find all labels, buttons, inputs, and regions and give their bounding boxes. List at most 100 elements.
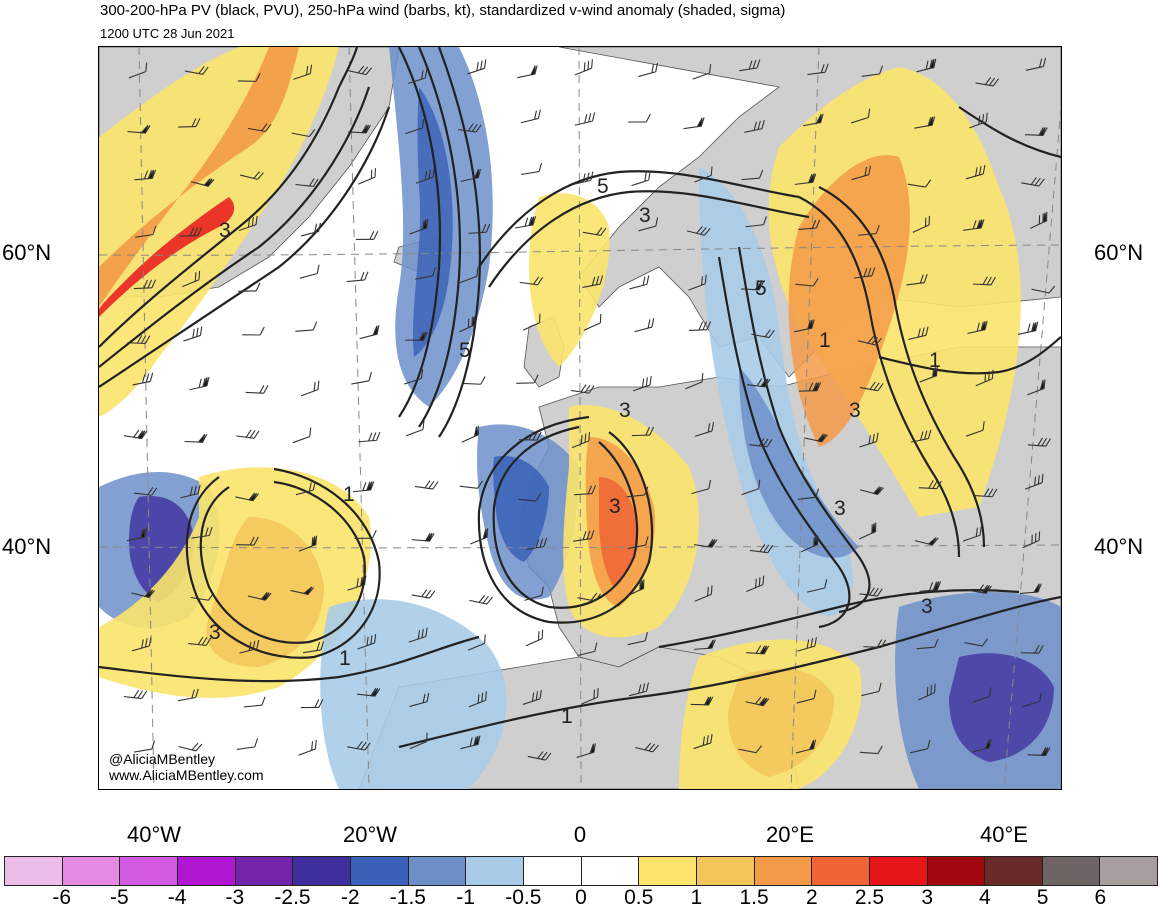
- wind-barb: [739, 59, 761, 72]
- wind-barb: [411, 532, 435, 542]
- wind-barb: [635, 742, 659, 753]
- wind-barb: [798, 219, 821, 230]
- pv-label: 3: [834, 497, 846, 520]
- positive-anomaly-greenland-core: [99, 47, 299, 307]
- wind-barb: [359, 325, 380, 340]
- wind-barb: [355, 230, 379, 241]
- wind-barb: [134, 740, 156, 753]
- wind-barb: [963, 219, 985, 231]
- wind-barb: [235, 492, 259, 502]
- wind-barb: [859, 745, 883, 755]
- wind-barb: [300, 699, 324, 709]
- pv-contour: [477, 415, 654, 624]
- wind-barb: [741, 169, 764, 181]
- colorbar-label: -2.5: [274, 886, 311, 909]
- wind-barb: [243, 696, 266, 708]
- wind-barb: [971, 738, 992, 753]
- wind-barb: [351, 372, 372, 385]
- wind-barb: [247, 123, 272, 133]
- pv-contour: [737, 246, 871, 614]
- wind-barb: [626, 486, 649, 498]
- wind-barb: [357, 687, 381, 697]
- wind-barb: [135, 225, 157, 238]
- pv-contour: [958, 106, 1061, 159]
- wind-barb: [969, 112, 988, 129]
- wind-barb: [191, 526, 213, 539]
- wind-barb: [975, 77, 1000, 87]
- pv-label: 3: [849, 399, 861, 422]
- lat-label-60n-left: 60°N: [2, 240, 52, 265]
- colorbar-label: -6: [52, 886, 72, 909]
- wind-barb: [861, 682, 882, 697]
- pv-contour: [488, 190, 810, 288]
- wind-barb: [236, 536, 259, 546]
- colorbar-swatch: [695, 856, 754, 886]
- colorbar-label: -1.5: [389, 886, 426, 909]
- wind-barb: [749, 438, 773, 448]
- wind-barb: [858, 225, 880, 236]
- wind-barb: [627, 536, 649, 550]
- wind-barb: [914, 537, 939, 546]
- colorbar-label: 1: [690, 886, 703, 909]
- wind-barb: [744, 119, 765, 133]
- wind-barb: [631, 171, 651, 187]
- positive-anomaly-azores-core: [206, 517, 324, 667]
- wind-barb: [183, 326, 203, 342]
- wind-barb: [794, 319, 815, 333]
- wind-barb: [459, 315, 477, 333]
- wind-barb: [292, 427, 312, 444]
- wind-barb: [347, 575, 367, 591]
- colorbar-label: -1: [456, 886, 475, 909]
- meridian-40e: [1003, 106, 1061, 789]
- wind-barb: [858, 335, 882, 346]
- pv-label: 3: [609, 495, 621, 518]
- wind-barb: [859, 432, 879, 448]
- wind-barb: [916, 58, 937, 73]
- pv-label: 5: [597, 175, 609, 198]
- pv-contour: [658, 589, 1020, 649]
- lon-label-20e: 20°E: [766, 822, 814, 847]
- pv-label: 3: [639, 204, 651, 227]
- credit-handle: @AliciaMBentley: [109, 751, 216, 767]
- wind-barb: [685, 372, 704, 390]
- wind-barb: [694, 166, 713, 183]
- pv-contour: [398, 47, 442, 418]
- wind-barb: [517, 65, 538, 79]
- negative-anomaly-biscay-core: [493, 456, 549, 562]
- wind-barb: [859, 587, 883, 597]
- wind-barb: [178, 742, 203, 752]
- wind-barb: [190, 592, 215, 601]
- wind-barb: [919, 366, 938, 383]
- wind-barb: [574, 112, 596, 126]
- wind-barb: [807, 579, 828, 593]
- wind-barb: [405, 420, 425, 437]
- wind-barb: [962, 526, 982, 542]
- pv-label: 3: [209, 621, 221, 644]
- wind-barb: [298, 535, 318, 552]
- wind-barb: [690, 696, 714, 706]
- wind-barb: [245, 384, 269, 394]
- wind-barb: [237, 73, 261, 82]
- wind-barb: [860, 486, 884, 495]
- wind-barb: [577, 642, 598, 657]
- colorbar-label: -2: [340, 886, 360, 909]
- wind-barb: [629, 275, 650, 290]
- wind-barb: [127, 124, 151, 134]
- wind-barb: [628, 682, 649, 697]
- colorbar-label: 0.5: [624, 886, 654, 909]
- wind-barb: [912, 215, 930, 233]
- wind-barb: [691, 479, 712, 495]
- wind-barb: [291, 129, 316, 138]
- wind-barb: [917, 683, 936, 701]
- wind-barb: [686, 226, 711, 236]
- wind-barb: [348, 65, 373, 76]
- wind-barb: [236, 429, 260, 439]
- wind-barb: [358, 431, 381, 443]
- wind-barb: [797, 637, 817, 652]
- wind-barb: [347, 741, 371, 751]
- wind-barb: [1020, 644, 1044, 654]
- colorbar-swatch: [61, 856, 120, 886]
- colorbar-swatch: [522, 856, 581, 886]
- wind-barb: [851, 165, 871, 181]
- wind-barb: [128, 62, 148, 79]
